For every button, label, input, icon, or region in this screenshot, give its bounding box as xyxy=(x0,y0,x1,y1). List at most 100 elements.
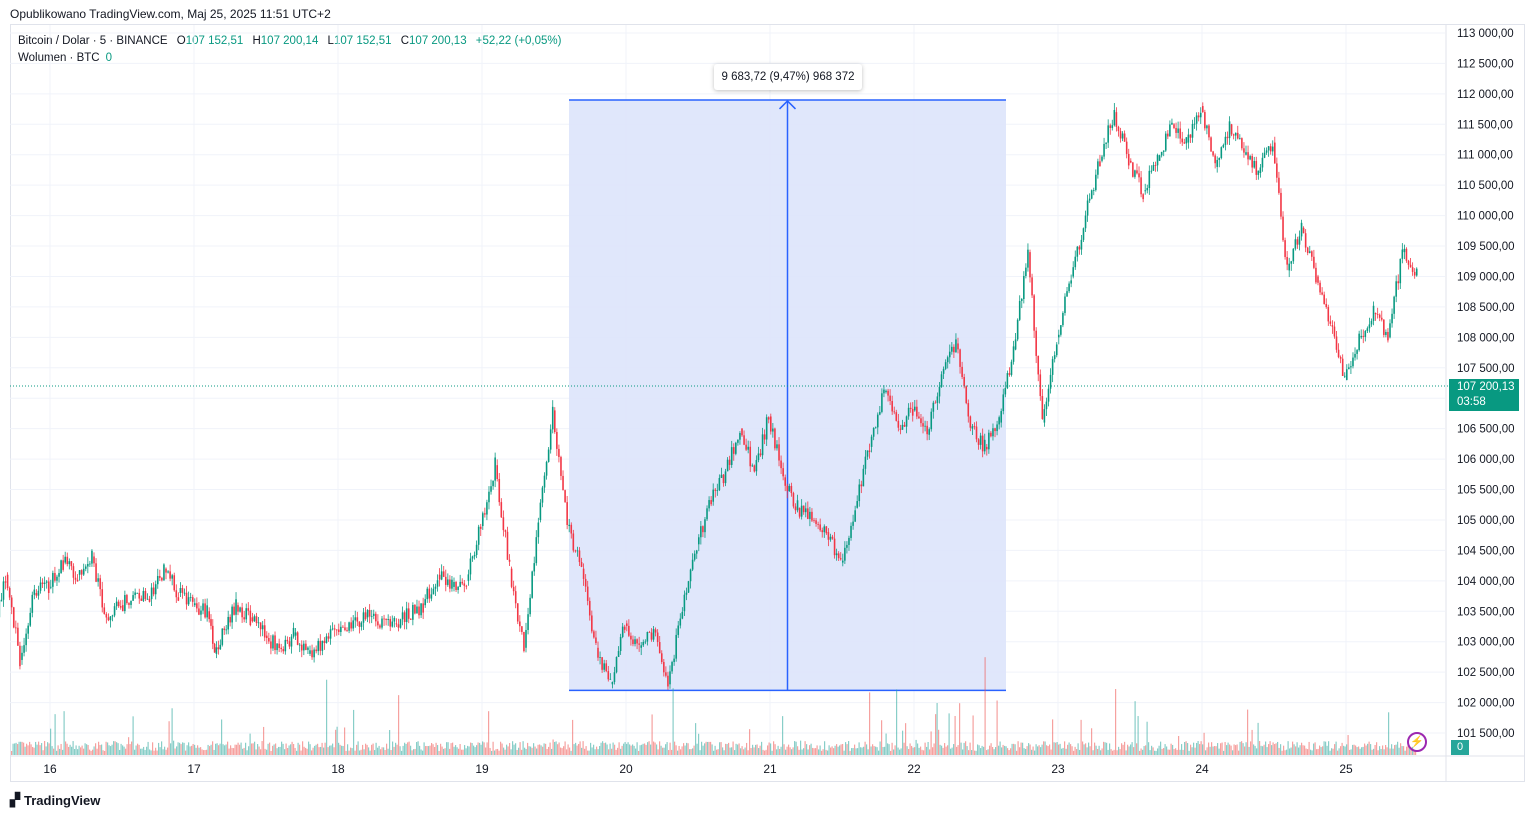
volume-bar xyxy=(989,745,991,755)
volume-bar xyxy=(1005,746,1007,755)
candle-body xyxy=(1156,154,1159,166)
volume-bar xyxy=(587,750,589,755)
candle-body xyxy=(772,428,774,432)
volume-bar xyxy=(266,749,268,755)
candle-body xyxy=(728,459,731,465)
volume-bar xyxy=(23,742,25,755)
volume-bar xyxy=(257,744,259,755)
volume-bar xyxy=(411,750,413,755)
volume-bar xyxy=(1037,746,1039,755)
volume-bar xyxy=(1013,743,1015,755)
volume-bar xyxy=(422,750,424,755)
volume-bar xyxy=(273,744,275,755)
volume-bar xyxy=(123,746,125,755)
candle-body xyxy=(718,477,721,491)
candle-body xyxy=(1304,233,1307,248)
candle-body xyxy=(821,530,824,533)
volume-bar xyxy=(215,743,217,755)
volume-bar xyxy=(756,744,758,755)
volume-bar xyxy=(755,744,757,755)
candle-body xyxy=(93,556,95,564)
volume-bar xyxy=(1299,745,1301,755)
candle-body xyxy=(465,585,468,587)
legend-close-label: C xyxy=(400,35,410,47)
volume-bar xyxy=(1188,750,1190,755)
brand-footer[interactable]: ▞ TradingView xyxy=(10,792,100,808)
volume-bar xyxy=(239,744,241,755)
candle-body xyxy=(782,468,784,477)
candle-body xyxy=(1257,170,1260,175)
candle-body xyxy=(955,339,957,353)
candle-body xyxy=(1020,299,1023,301)
candle-body xyxy=(800,505,803,517)
candle-body xyxy=(761,434,764,456)
candle-body xyxy=(389,618,392,627)
volume-bar xyxy=(396,744,398,755)
published-header: Opublikowano TradingView.com, Maj 25, 20… xyxy=(10,7,331,21)
volume-bar xyxy=(1170,743,1172,755)
volume-bar xyxy=(72,741,74,755)
legend-volume-label[interactable]: Wolumen · BTC xyxy=(18,52,100,64)
candle-body xyxy=(870,436,873,447)
volume-bar xyxy=(554,741,556,755)
candle-body xyxy=(519,621,521,627)
volume-bar xyxy=(983,746,985,755)
candle-body xyxy=(644,641,647,643)
volume-bar xyxy=(369,750,371,755)
volume-bar xyxy=(1260,745,1262,755)
volume-bar xyxy=(410,745,412,755)
candle-body xyxy=(1339,357,1342,359)
volume-bar xyxy=(374,750,376,755)
candle-body xyxy=(554,410,556,433)
volume-bar xyxy=(309,744,311,755)
candle-body xyxy=(43,582,46,584)
candle-body xyxy=(973,426,976,428)
lightning-icon[interactable]: ⚡ xyxy=(1407,732,1427,752)
volume-bar xyxy=(168,721,170,755)
candle-body xyxy=(35,593,38,596)
candle-body xyxy=(239,607,241,612)
candle-body xyxy=(266,635,268,639)
volume-bar xyxy=(1055,742,1057,755)
candle-body xyxy=(903,424,906,427)
volume-bar xyxy=(423,742,425,755)
volume-bar xyxy=(1205,750,1207,755)
candle-body xyxy=(479,526,482,529)
volume-bar xyxy=(669,742,671,755)
volume-bar xyxy=(62,749,64,755)
volume-bar xyxy=(956,746,958,755)
volume-bar xyxy=(1409,748,1411,755)
volume-bar xyxy=(1232,750,1234,755)
candle-body xyxy=(858,484,861,502)
volume-bar xyxy=(960,742,962,755)
candle-body xyxy=(39,582,42,591)
candle-body xyxy=(681,611,684,619)
candle-body xyxy=(609,678,612,680)
candle-body xyxy=(1292,248,1295,262)
candle-body xyxy=(679,618,682,626)
volume-bar xyxy=(863,746,865,755)
candle-body xyxy=(1327,307,1330,322)
candle-body xyxy=(667,675,669,687)
volume-bar xyxy=(969,742,971,755)
volume-bar xyxy=(299,744,301,755)
volume-bar xyxy=(1280,744,1282,755)
volume-bar xyxy=(1310,749,1312,755)
volume-bar xyxy=(113,741,115,755)
legend-symbol[interactable]: Bitcoin / Dolar · 5 · BINANCE xyxy=(18,35,168,47)
volume-bar xyxy=(1307,749,1309,755)
volume-bar xyxy=(624,742,626,755)
candle-body xyxy=(745,444,747,450)
volume-bar xyxy=(42,750,44,755)
candle-body xyxy=(981,435,984,452)
candle-body xyxy=(432,588,435,595)
last-price-label: 107 200,13 03:58 xyxy=(1449,379,1519,411)
volume-bar xyxy=(111,744,113,755)
volume-bar xyxy=(1112,750,1114,755)
volume-bar xyxy=(993,749,995,755)
candle-body xyxy=(831,536,834,539)
candle-body xyxy=(683,594,686,612)
candle-body xyxy=(1368,324,1371,329)
volume-bar xyxy=(555,741,557,755)
